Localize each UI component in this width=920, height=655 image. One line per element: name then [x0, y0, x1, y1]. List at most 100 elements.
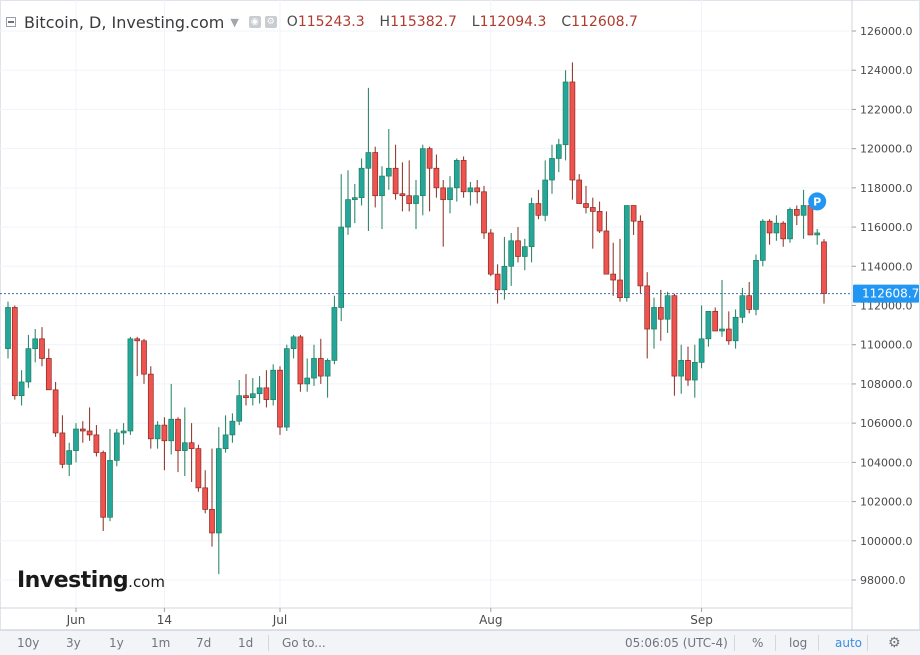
candle-body: [732, 316, 739, 342]
candle-body: [358, 167, 365, 199]
candle-body: [73, 428, 79, 451]
candle-body: [719, 328, 725, 332]
y-tick-label: 104000.0: [860, 456, 913, 469]
candle: [549, 144, 555, 194]
candle-body: [161, 424, 168, 442]
candle-body: [494, 273, 501, 291]
candle-body: [555, 144, 562, 159]
candle: [406, 160, 413, 212]
candle-body: [263, 387, 270, 400]
candle-body: [780, 222, 787, 240]
range-1y-button[interactable]: 1y: [109, 636, 124, 650]
candle-body: [583, 203, 589, 208]
candle: [331, 295, 338, 365]
candle-body: [453, 160, 460, 189]
y-tick-label: 108000.0: [860, 378, 913, 391]
candle-body: [542, 179, 549, 216]
candle: [188, 423, 195, 482]
candle-body: [528, 203, 535, 248]
auto-scale-button[interactable]: auto: [835, 636, 863, 650]
log-scale-button[interactable]: log: [789, 636, 808, 650]
candle-body: [222, 434, 229, 449]
gear-icon[interactable]: ⚙: [264, 16, 277, 28]
candle: [127, 336, 134, 435]
candle-body: [45, 358, 52, 391]
candle-body: [249, 393, 256, 399]
range-10y-button[interactable]: 10y: [17, 636, 40, 650]
candle-body: [705, 311, 712, 340]
candle: [610, 242, 617, 296]
candle: [678, 344, 685, 394]
candle: [338, 174, 345, 322]
candle-body: [753, 260, 759, 310]
bottom-toolbar: 10y 3y 1y 1m 7d 1d Go to... 05:06:05 (UT…: [0, 630, 920, 655]
range-3y-button[interactable]: 3y: [66, 636, 81, 650]
ohlc-low-key: L: [471, 14, 480, 30]
candle: [25, 334, 32, 388]
candle: [141, 338, 147, 384]
candle-body: [120, 430, 127, 434]
candle-body: [651, 307, 657, 330]
y-tick-label: 110000.0: [860, 339, 913, 352]
candle: [746, 281, 753, 314]
candle: [453, 158, 460, 202]
ohlc-close: C112608.7: [552, 14, 638, 30]
ohlc-high: H115382.7: [371, 14, 457, 30]
x-tick-label: Aug: [479, 613, 502, 627]
last-price-tag-background: [853, 284, 919, 303]
candle-body: [630, 205, 637, 222]
candle: [379, 166, 385, 230]
price-chart[interactable]: 98000.0 100000.0 102000.0 104000.0 106000.0 1…: [0, 0, 920, 630]
candle: [515, 227, 521, 263]
candle: [474, 180, 481, 204]
candle: [685, 346, 691, 386]
candle: [705, 311, 712, 347]
goto-date-button[interactable]: Go to...: [282, 636, 326, 650]
candle-body: [739, 295, 746, 318]
candle-body: [433, 167, 440, 189]
candle-body: [11, 307, 18, 397]
range-7d-button[interactable]: 7d: [196, 636, 212, 650]
candle-body: [100, 452, 107, 518]
candle-body: [657, 307, 664, 320]
range-1d-button[interactable]: 1d: [238, 636, 254, 650]
horizontal-grid: [0, 30, 852, 581]
candle-body: [195, 448, 202, 489]
candle: [576, 174, 583, 204]
gear-icon[interactable]: ⚙: [888, 635, 901, 651]
candle: [45, 348, 52, 391]
candle: [671, 293, 678, 396]
x-tick-label: Jun: [66, 613, 86, 627]
y-tick-label: 106000.0: [860, 417, 913, 430]
candle: [120, 423, 127, 445]
candle: [766, 219, 773, 245]
candle-body: [365, 152, 372, 169]
ohlc-close-value: 112608.7: [571, 14, 638, 30]
ohlc-high-key: H: [379, 14, 391, 30]
candle: [555, 138, 562, 173]
x-tick-label: 14: [157, 613, 172, 627]
candle-body: [202, 487, 209, 510]
candlestick-series: [5, 62, 827, 575]
candle: [79, 421, 86, 443]
y-tick-label: 122000.0: [860, 103, 913, 116]
candle-body: [508, 240, 515, 267]
percent-scale-button[interactable]: %: [752, 636, 764, 650]
candle: [311, 344, 317, 386]
collapse-legend-icon[interactable]: [6, 17, 16, 27]
candle: [270, 364, 277, 406]
range-1m-button[interactable]: 1m: [151, 636, 171, 650]
candle-body: [188, 442, 195, 449]
candle-body: [515, 240, 521, 257]
pivot-marker[interactable]: P: [808, 192, 827, 211]
candle: [32, 329, 39, 363]
candle-body: [270, 369, 277, 400]
candle-body: [25, 348, 32, 383]
candle: [521, 238, 528, 271]
candle-body: [773, 222, 780, 234]
timezone-clock[interactable]: 05:06:05 (UTC-4): [625, 636, 728, 650]
candle-body: [637, 220, 644, 287]
candle: [651, 297, 657, 349]
eye-icon[interactable]: ◉: [248, 16, 261, 28]
chevron-down-icon[interactable]: ▼: [230, 15, 239, 29]
